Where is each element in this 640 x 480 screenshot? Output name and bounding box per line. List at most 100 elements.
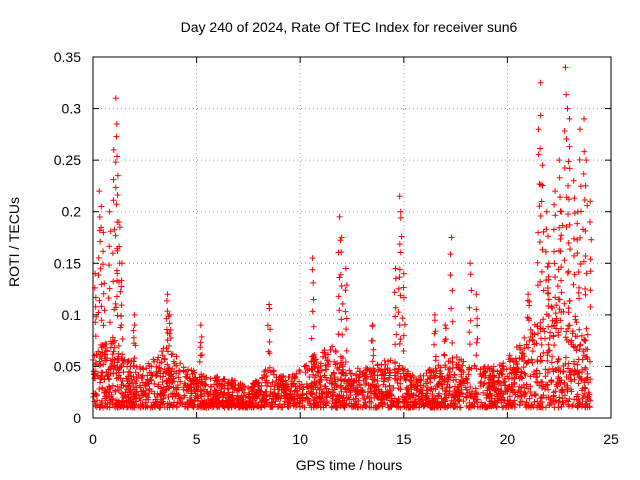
data-point-spike: [115, 219, 122, 226]
y-tick-label: 0.2: [62, 204, 82, 220]
data-point: [558, 377, 565, 384]
data-point: [493, 386, 500, 393]
data-point: [215, 397, 222, 404]
data-point: [149, 371, 156, 378]
data-point: [555, 367, 562, 374]
data-point: [193, 377, 200, 384]
data-point-spike: [535, 229, 542, 236]
data-point: [485, 393, 492, 400]
data-point: [546, 366, 553, 373]
data-point-spike: [536, 203, 543, 210]
data-point: [248, 399, 255, 406]
data-point: [218, 399, 225, 406]
data-point-spike: [583, 157, 590, 164]
data-point-spike: [336, 274, 343, 281]
data-point: [521, 334, 528, 341]
data-point-spike: [106, 208, 113, 215]
data-point: [331, 358, 338, 365]
data-point: [523, 399, 530, 406]
data-point: [555, 399, 562, 406]
data-point: [368, 388, 375, 395]
data-point-spike: [473, 306, 480, 313]
data-point: [135, 371, 142, 378]
data-point: [417, 382, 424, 389]
data-point: [460, 397, 467, 404]
data-point: [556, 398, 563, 405]
data-point: [299, 395, 306, 402]
data-point: [495, 390, 502, 397]
data-point: [113, 369, 120, 376]
data-point-spike: [395, 285, 402, 292]
data-point-spike: [397, 214, 404, 221]
data-point: [537, 326, 544, 333]
data-point: [584, 331, 591, 338]
data-point: [570, 358, 577, 365]
data-point: [332, 347, 339, 354]
data-point-spike: [392, 313, 399, 320]
data-point: [275, 403, 282, 410]
data-point: [538, 341, 545, 348]
data-point: [542, 373, 549, 380]
data-point: [409, 394, 416, 401]
data-point-spike: [101, 280, 108, 287]
data-point: [142, 382, 149, 389]
data-point: [173, 353, 180, 360]
data-point-spike: [401, 294, 408, 301]
data-point: [143, 396, 150, 403]
data-point: [463, 393, 470, 400]
data-point-spike: [196, 358, 203, 365]
data-point: [378, 399, 385, 406]
data-point: [313, 400, 320, 407]
data-point: [463, 394, 470, 401]
data-point: [161, 355, 168, 362]
data-point: [120, 397, 127, 404]
data-point-spike: [540, 228, 547, 235]
data-point-spike: [98, 303, 105, 310]
data-point: [533, 374, 540, 381]
data-point: [424, 402, 431, 409]
data-points: [90, 64, 595, 411]
data-point-spike: [98, 281, 105, 288]
data-point-spike: [92, 294, 99, 301]
data-point: [420, 400, 427, 407]
data-point: [580, 336, 587, 343]
data-point: [256, 387, 263, 394]
data-point-spike: [582, 252, 589, 259]
data-point-spike: [342, 308, 349, 315]
data-point: [325, 358, 332, 365]
data-point: [320, 389, 327, 396]
data-point: [206, 400, 213, 407]
data-point-spike: [97, 265, 104, 272]
data-point: [328, 393, 335, 400]
data-point: [473, 389, 480, 396]
data-point: [297, 392, 304, 399]
data-point: [551, 342, 558, 349]
data-point: [416, 377, 423, 384]
data-point: [462, 375, 469, 382]
data-point: [466, 364, 473, 371]
data-point-spike: [537, 112, 544, 119]
data-point: [518, 354, 525, 361]
data-point: [519, 398, 526, 405]
y-tick-label: 0: [73, 410, 81, 426]
data-point: [491, 399, 498, 406]
data-point: [321, 396, 328, 403]
data-point: [225, 379, 232, 386]
data-point: [260, 395, 267, 402]
data-point: [126, 389, 133, 396]
data-point: [380, 393, 387, 400]
data-point: [397, 404, 404, 411]
data-point: [227, 395, 234, 402]
data-point-spike: [565, 240, 572, 247]
data-point-spike: [559, 222, 566, 229]
data-point: [455, 364, 462, 371]
data-point-spike: [556, 247, 563, 254]
data-point: [239, 384, 246, 391]
data-point: [234, 392, 241, 399]
data-point: [169, 393, 176, 400]
data-point: [292, 396, 299, 403]
data-point: [508, 381, 515, 388]
data-point: [157, 373, 164, 380]
data-point: [529, 359, 536, 366]
data-point: [174, 399, 181, 406]
